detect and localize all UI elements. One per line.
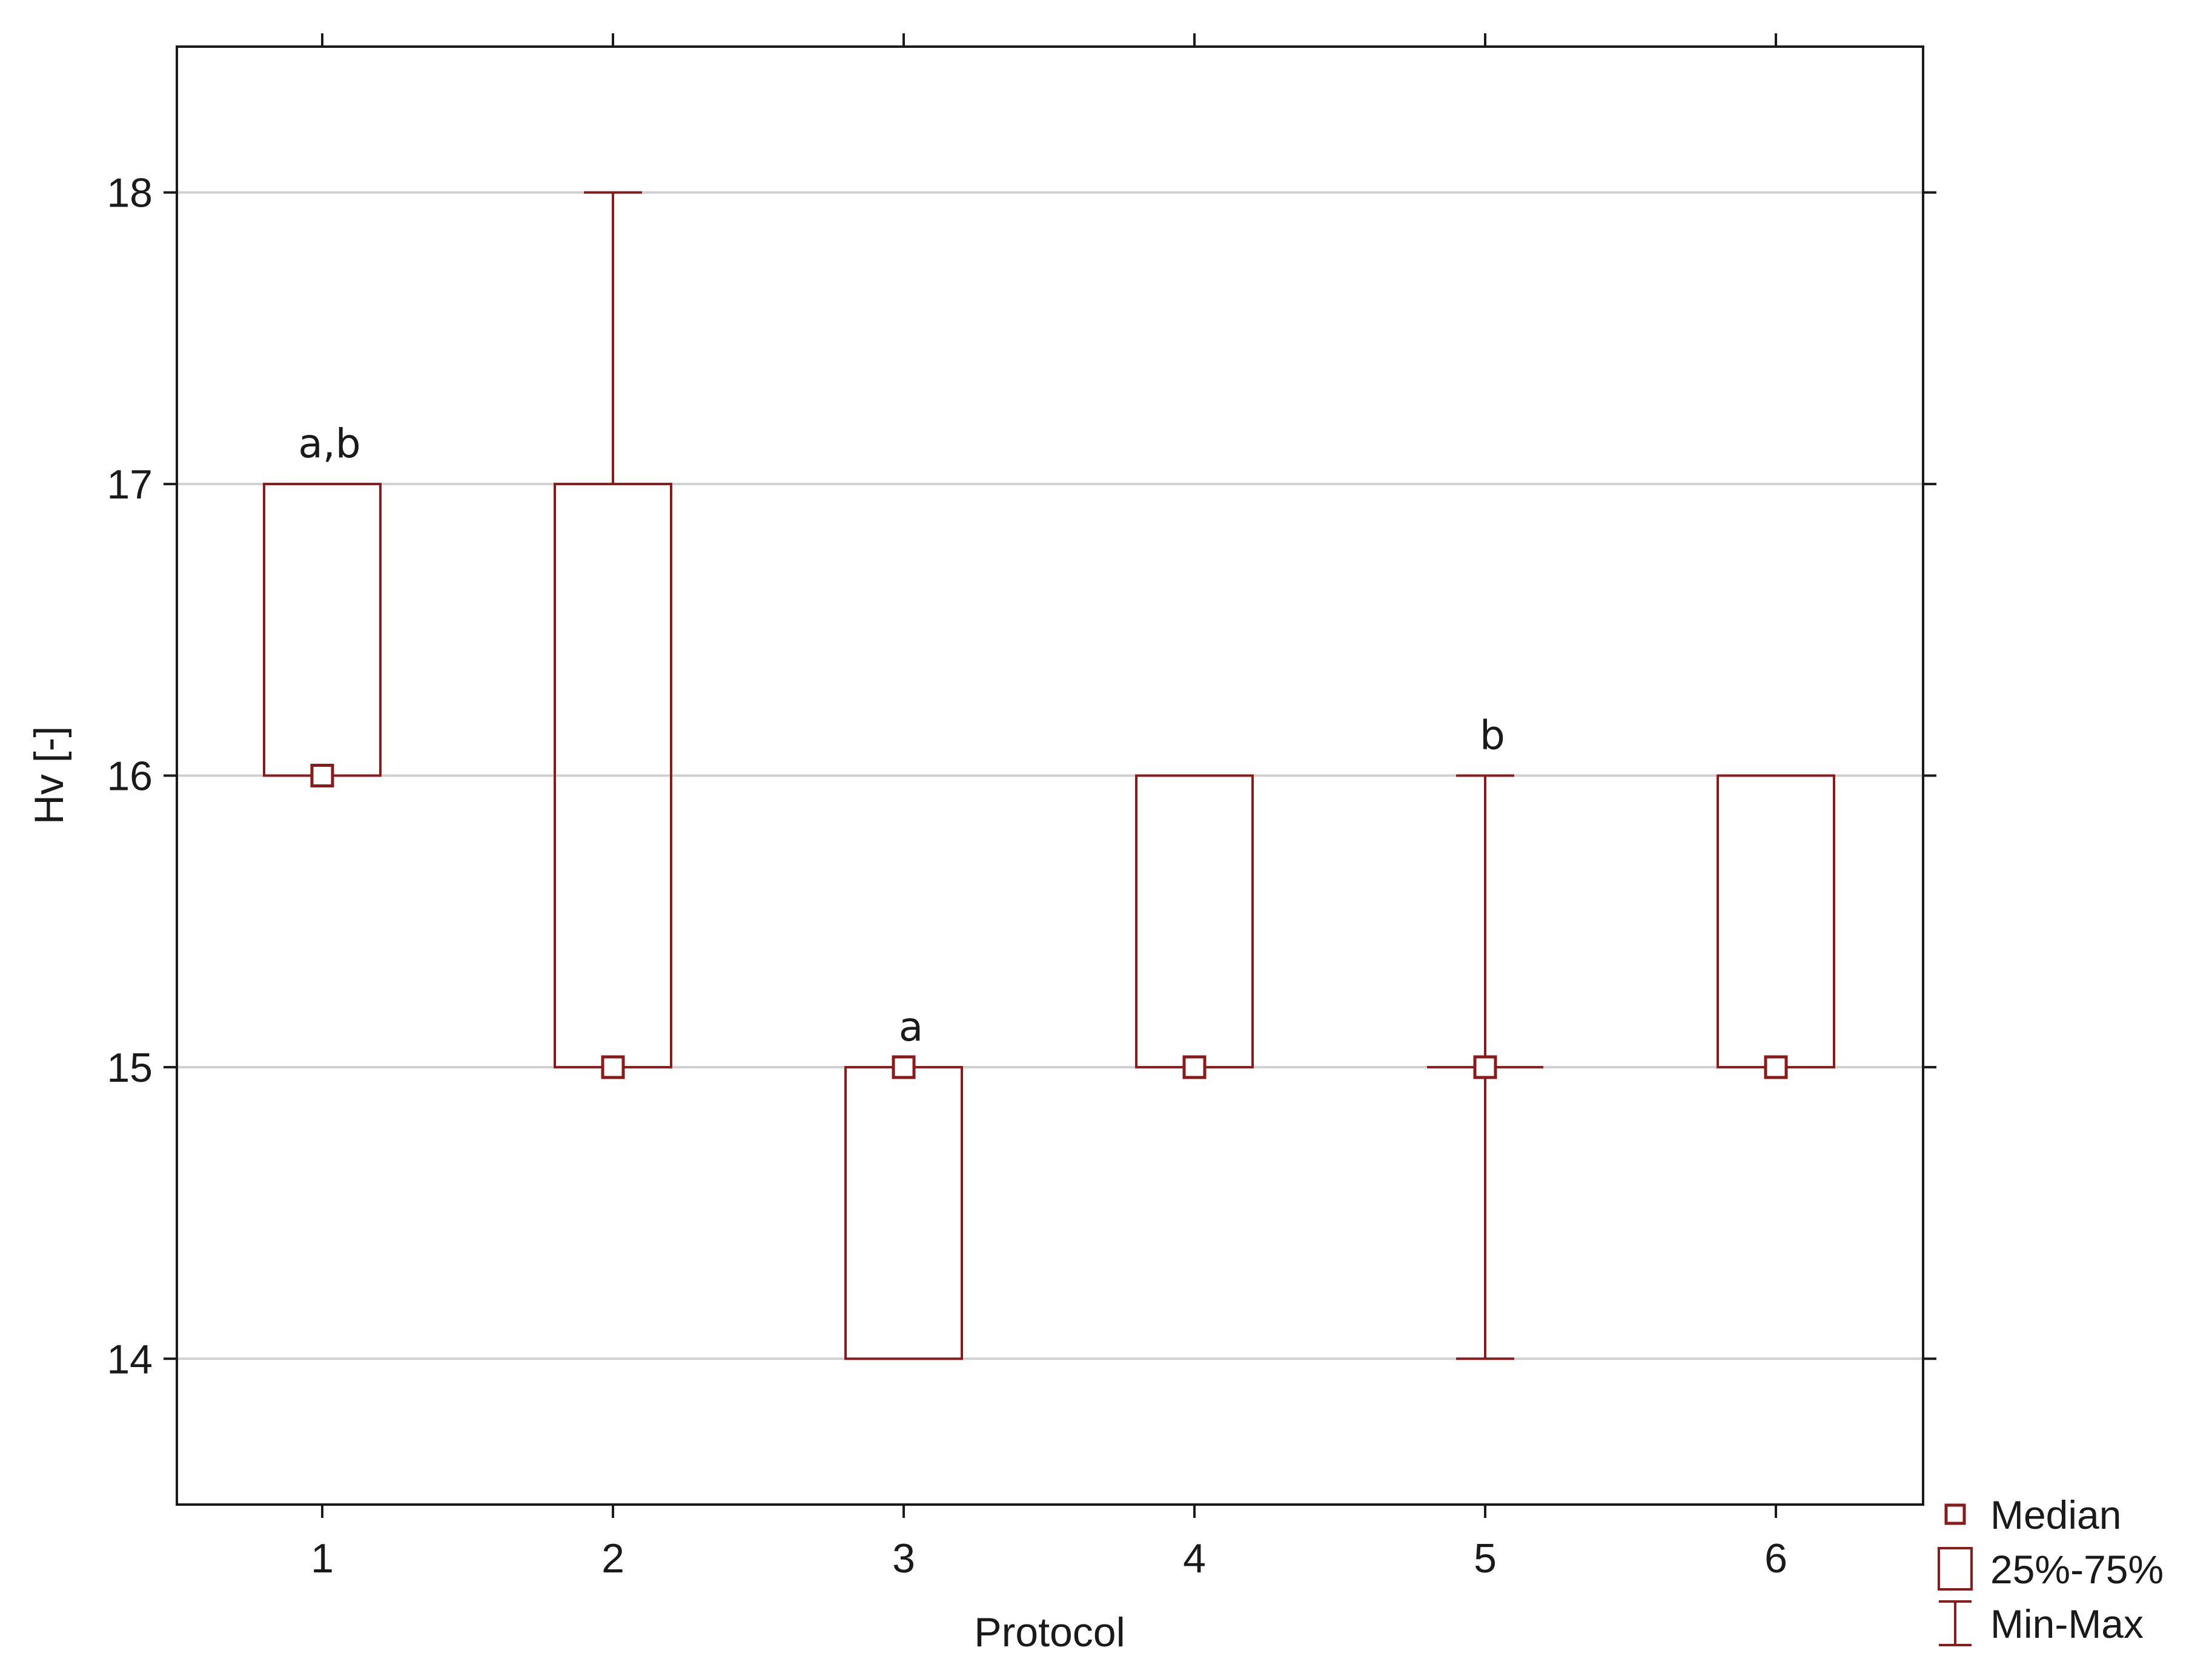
legend-item: 25%-75%	[1938, 1547, 2164, 1592]
y-tick-label: 16	[107, 753, 153, 800]
box-group-3	[844, 1055, 963, 1360]
box-group-2	[554, 191, 672, 1079]
box-group-6	[1717, 774, 1835, 1079]
y-axis-label: Hv [-]	[26, 726, 72, 824]
legend-item: Min-Max	[1939, 1600, 2144, 1646]
y-tick-label: 15	[107, 1045, 153, 1091]
x-tick-label: 1	[311, 1535, 334, 1581]
legend: Median 25%-75% Min-Max	[1938, 1492, 2164, 1646]
x-tick-label: 4	[1183, 1535, 1206, 1581]
box-group-5	[1427, 774, 1543, 1360]
median-marker	[892, 1055, 916, 1079]
median-marker	[310, 764, 334, 787]
x-tick-label: 6	[1764, 1535, 1787, 1581]
median-marker	[601, 1055, 625, 1079]
x-tick-label: 5	[1474, 1535, 1497, 1581]
y-tick-label: 17	[107, 462, 153, 508]
x-tick-label: 3	[892, 1535, 915, 1581]
median-marker	[1764, 1055, 1788, 1079]
legend-box-symbol	[1938, 1547, 1973, 1591]
y-tick-label: 18	[107, 170, 153, 216]
box-group-1	[263, 483, 382, 787]
median-marker	[1182, 1055, 1207, 1079]
box-series	[263, 191, 1835, 1360]
annotation-label: a,b	[298, 420, 360, 467]
gridlines	[177, 191, 1923, 1360]
y-tick-label: 14	[107, 1336, 153, 1382]
axis-ticks: 14 15 16 17 18 1 2 3 4 5 6	[107, 33, 1936, 1581]
significance-annotations: a,b a b	[298, 420, 1505, 1050]
legend-label: Min-Max	[1990, 1601, 2144, 1646]
legend-label: 25%-75%	[1990, 1547, 2164, 1592]
legend-label: Median	[1990, 1492, 2121, 1537]
legend-median-symbol	[1944, 1503, 1966, 1525]
legend-item: Median	[1944, 1492, 2121, 1537]
x-axis-label: Protocol	[974, 1609, 1125, 1655]
annotation-label: a	[899, 1004, 923, 1050]
annotation-label: b	[1480, 712, 1505, 759]
median-marker	[1473, 1055, 1497, 1079]
x-tick-label: 2	[601, 1535, 624, 1581]
box-group-4	[1135, 774, 1254, 1079]
